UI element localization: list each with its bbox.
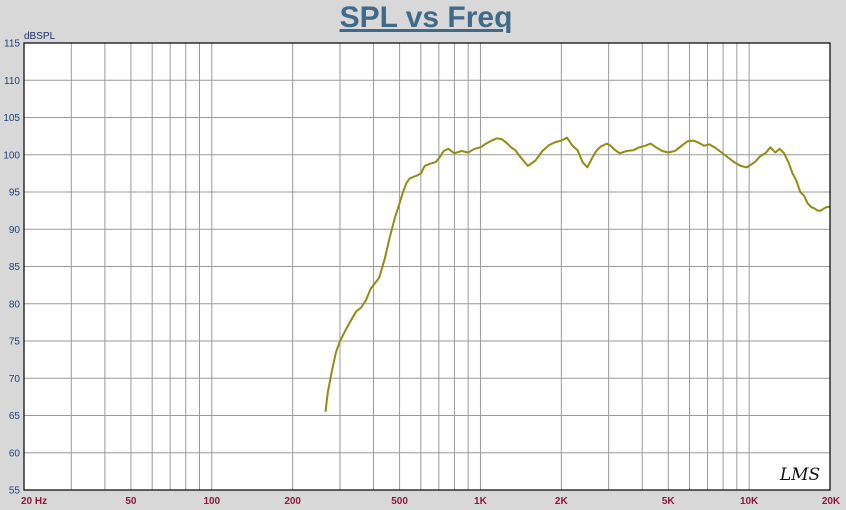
series-layer: [324, 136, 830, 412]
x-tick-label: 5K: [662, 496, 676, 507]
x-tick-label: 20K: [822, 496, 841, 507]
y-tick-label: 110: [4, 76, 20, 87]
x-tick-label: 10K: [740, 496, 759, 507]
lms-logo: LMS: [779, 465, 820, 485]
x-tick-label: 1K: [474, 496, 488, 507]
grid-layer: [24, 43, 830, 490]
y-tick-label: 80: [9, 299, 21, 310]
y-tick-label: 60: [9, 448, 21, 459]
y-tick-label: 75: [9, 337, 21, 348]
x-tick-label: 50: [125, 496, 137, 507]
x-tick-label: 2K: [555, 496, 569, 507]
y-axis-label: dBSPL: [24, 31, 56, 42]
y-tick-label: 100: [3, 150, 20, 161]
y-tick-label: 105: [3, 113, 20, 124]
tick-layer: 55 60 65 70 75 80 85 90 95 100 105 110 115 20 Hz 50 100…: [3, 39, 841, 508]
x-tick-label: 500: [391, 496, 408, 507]
spl-series-line: [324, 136, 830, 412]
x-tick-label: 20 Hz: [21, 496, 47, 507]
y-tick-label: 65: [9, 411, 21, 422]
y-tick-label: 115: [4, 39, 20, 50]
plot-border: [23, 42, 831, 491]
x-tick-label: 200: [284, 496, 301, 507]
y-tick-label: 85: [9, 262, 21, 273]
chart-title: SPL vs Freq: [340, 1, 513, 34]
y-tick-label: 95: [9, 188, 21, 199]
y-tick-label: 55: [9, 486, 21, 497]
y-tick-label: 70: [9, 374, 21, 385]
x-tick-label: 100: [203, 496, 220, 507]
y-tick-label: 90: [9, 225, 21, 236]
